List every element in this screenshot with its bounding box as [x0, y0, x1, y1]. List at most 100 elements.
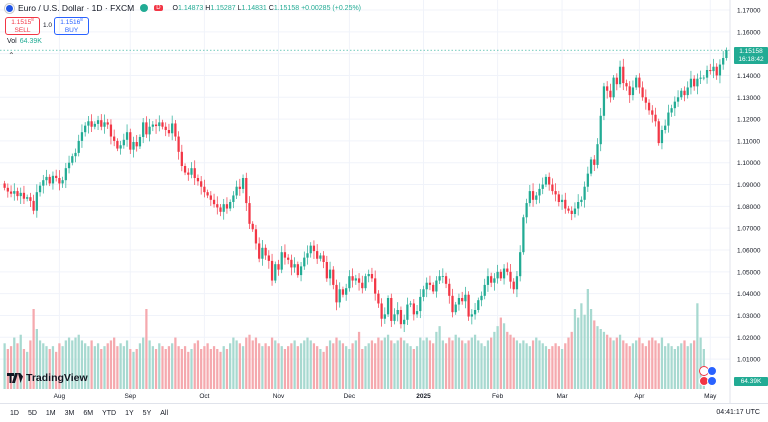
volume-bar — [554, 343, 557, 389]
volume-bar — [651, 337, 654, 389]
candle-body — [641, 87, 644, 98]
candle-body — [686, 87, 689, 96]
volume-bar — [287, 346, 290, 389]
volume-bar — [473, 334, 477, 389]
candle-body — [399, 310, 403, 325]
candle-body — [354, 278, 357, 281]
range-1y[interactable]: 1Y — [125, 409, 134, 417]
candle-body — [135, 142, 138, 147]
candle-body — [48, 176, 51, 184]
volume-bar — [490, 337, 493, 389]
eur-flag-icon — [5, 3, 14, 13]
volume-bar — [525, 343, 528, 389]
candle-body — [593, 159, 596, 165]
volume-bar — [45, 346, 48, 389]
volume-bar — [190, 349, 193, 389]
candle-body — [541, 184, 544, 189]
volume-bar — [151, 346, 154, 389]
volume-bar — [631, 343, 635, 389]
y-tick-label: 1.05000 — [737, 269, 761, 276]
volume-bar — [290, 343, 293, 389]
tradingview-logo[interactable]: TradingView — [7, 372, 88, 384]
range-6m[interactable]: 6M — [83, 409, 94, 417]
volume-bar — [309, 340, 312, 389]
news-flag-icon[interactable] — [707, 366, 717, 376]
range-5d[interactable]: 5D — [27, 409, 37, 417]
candle-body — [599, 115, 602, 145]
volume-bar — [667, 343, 670, 389]
candle-body — [586, 173, 589, 187]
volume-bar — [235, 340, 238, 389]
volume-bar — [470, 337, 473, 389]
utc-clock[interactable]: 04:41:17 UTC — [716, 409, 760, 416]
candle-body — [473, 310, 477, 315]
volume-bar — [187, 351, 190, 389]
candle-body — [509, 271, 512, 282]
candle-body — [377, 293, 380, 304]
candle-body — [660, 130, 664, 144]
volume-bar — [26, 351, 29, 389]
volume-bar — [245, 337, 248, 389]
volume-bar — [467, 340, 470, 389]
volume-bar — [374, 343, 377, 389]
candle-body — [490, 276, 493, 283]
candle-body — [602, 86, 606, 116]
volume-legend[interactable]: Vol 64.39K — [7, 38, 42, 45]
candle-body — [451, 295, 454, 313]
volume-bar — [564, 343, 567, 389]
volume-bar — [548, 349, 551, 389]
candle-body — [654, 114, 657, 122]
volume-bar — [64, 340, 67, 389]
volume-bar — [432, 343, 435, 389]
volume-bar — [444, 343, 448, 389]
range-all[interactable]: All — [160, 409, 169, 417]
volume-bar — [599, 329, 602, 389]
candle-body — [696, 78, 699, 87]
candle-body — [538, 188, 541, 196]
candle-body — [203, 186, 206, 193]
candle-body — [322, 255, 325, 262]
buy-button[interactable]: 1.15168 BUY — [54, 17, 89, 35]
volume-bar — [486, 340, 490, 389]
candle-body — [80, 132, 84, 141]
volume-bar — [183, 346, 187, 389]
candle-body — [270, 260, 274, 281]
candle-body — [29, 197, 32, 201]
volume-bar — [435, 331, 438, 389]
candle-body — [496, 271, 499, 279]
volume-bar — [61, 346, 64, 389]
volume-bar — [386, 334, 390, 389]
collapse-chevron-icon[interactable]: ⌃ — [8, 51, 15, 60]
volume-bar — [573, 309, 577, 389]
volume-bar — [354, 340, 357, 389]
range-1m[interactable]: 1M — [45, 409, 56, 417]
range-3m[interactable]: 3M — [64, 409, 75, 417]
candle-body — [177, 136, 180, 152]
eu-flag-icon[interactable] — [707, 376, 717, 386]
candle-body — [341, 289, 345, 295]
y-tick-label: 1.04000 — [737, 291, 761, 298]
symbol-title[interactable]: Euro / U.S. Dollar · 1D · FXCM — [18, 3, 135, 13]
volume-bar — [493, 331, 496, 389]
candle-body — [264, 247, 267, 256]
candle-body — [428, 282, 432, 285]
range-5y[interactable]: 5Y — [142, 409, 152, 417]
candle-body — [109, 124, 113, 137]
volume-bar — [174, 337, 177, 389]
sell-button[interactable]: 1.15158 SELL — [5, 17, 40, 35]
volume-bar — [535, 337, 538, 389]
volume-bar — [209, 349, 212, 389]
candle-body — [467, 294, 470, 317]
candle-body — [26, 197, 29, 199]
candle-body — [667, 112, 670, 126]
range-1d[interactable]: 1D — [10, 409, 19, 417]
volume-bar — [364, 346, 367, 389]
y-tick-label: 1.16000 — [737, 29, 761, 36]
candle-body — [209, 195, 212, 200]
range-ytd[interactable]: YTD — [102, 409, 117, 417]
candle-body — [464, 294, 467, 302]
candle-body — [512, 281, 515, 290]
candle-body — [164, 126, 167, 130]
volume-bar — [303, 340, 306, 389]
